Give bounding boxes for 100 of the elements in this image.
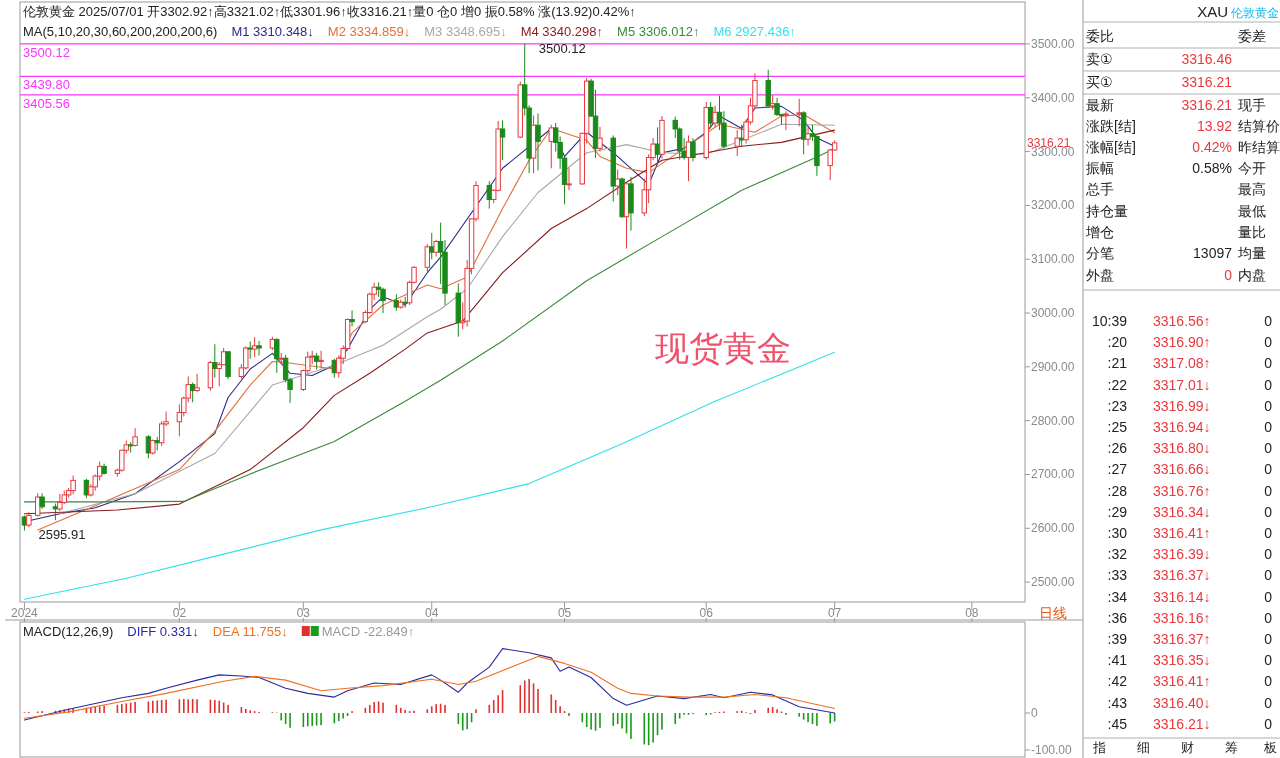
chart-title: MACD(12,26,9) — [23, 624, 114, 639]
text: 3316.40↓ — [1153, 694, 1211, 711]
text: :33 — [1107, 567, 1128, 584]
text: 昨结算 — [1238, 139, 1280, 155]
text: 3317.08↑ — [1153, 355, 1211, 372]
x-tick-label: 04 — [425, 606, 439, 620]
text: M5 3306.012↑ — [617, 24, 700, 39]
text: :34 — [1107, 588, 1128, 605]
text: 0 — [1264, 609, 1273, 626]
text: 3316.56↑ — [1153, 313, 1211, 329]
ref-line-label: 3500.12 — [23, 44, 70, 60]
text: :43 — [1107, 694, 1128, 711]
text: 最低 — [1238, 203, 1266, 219]
y-tick-label: 3000.00 — [1031, 306, 1075, 321]
text: 3316.41↑ — [1153, 673, 1211, 690]
text: 0 — [1264, 397, 1273, 414]
text: M4 3340.298↑ — [520, 24, 604, 39]
annotation: 2595.91 — [38, 527, 86, 543]
x-tick-label: 08 — [965, 606, 979, 620]
text: M2 3334.859↓ — [327, 24, 411, 39]
text: 0 — [1264, 313, 1273, 329]
text: 伦敦黄金 — [1231, 6, 1279, 20]
y-tick-label: 2900.00 — [1031, 359, 1075, 374]
text: :41 — [1107, 652, 1128, 669]
text: M1 3310.348↓ — [231, 24, 314, 39]
text: 0 — [1264, 652, 1273, 669]
y-tick-label: 2600.00 — [1031, 521, 1075, 536]
text: M6 2927.436↑ — [713, 24, 796, 39]
x-tick-label: 03 — [296, 606, 311, 620]
y-tick-label: -100.00 — [1031, 742, 1073, 757]
text: 内盘 — [1238, 267, 1266, 283]
text: 3316.90↑ — [1153, 334, 1211, 351]
text: 0 — [1264, 525, 1273, 541]
text: 细 — [1136, 740, 1150, 755]
text: 0 — [1264, 588, 1273, 605]
text: :27 — [1107, 461, 1128, 478]
text: 0 — [1264, 376, 1273, 393]
text: 0 — [1264, 631, 1273, 647]
text: 3316.37↓ — [1153, 567, 1211, 584]
y-tick-label: 3200.00 — [1031, 198, 1075, 213]
text: 3316.66↓ — [1153, 461, 1211, 478]
text: 3316.21 — [1181, 74, 1233, 90]
text: 0 — [1264, 461, 1273, 478]
text: 涨幅[结] — [1086, 139, 1136, 155]
text: 3316.14↓ — [1153, 588, 1211, 605]
y-tick-label: 2800.00 — [1031, 413, 1075, 428]
ref-line-label: 3405.56 — [23, 95, 70, 111]
annotation: 3500.12 — [538, 40, 586, 56]
text: 指 — [1091, 740, 1106, 755]
x-tick-label: 07 — [827, 606, 842, 620]
text: :39 — [1107, 631, 1128, 647]
text: :20 — [1107, 334, 1128, 351]
text: XAU — [1197, 3, 1228, 20]
text: 13097 — [1193, 245, 1233, 261]
text: 持仓量 — [1086, 203, 1128, 219]
text: 振幅 — [1086, 160, 1114, 176]
text: :32 — [1107, 546, 1128, 563]
text: 0 — [1264, 546, 1273, 563]
legend-label: MACD -22.849↑ — [321, 624, 415, 639]
text: :45 — [1107, 715, 1128, 732]
text: 现手 — [1238, 97, 1266, 113]
text: 最高 — [1238, 181, 1266, 197]
text: 筹 — [1224, 740, 1238, 755]
text: 委差 — [1238, 28, 1266, 44]
text: :28 — [1107, 482, 1128, 499]
text: :23 — [1107, 397, 1128, 414]
text: 分笔 — [1086, 245, 1114, 261]
text: 委比 — [1086, 28, 1114, 44]
text: 3316.80↓ — [1153, 440, 1211, 457]
text: MA(5,10,20,30,60,200,200,200,6) — [23, 24, 218, 39]
text: 3316.34↓ — [1153, 503, 1211, 520]
text: 3316.41↑ — [1153, 525, 1211, 541]
text: 结算价 — [1238, 118, 1280, 134]
text: DEA 11.755↓ — [212, 624, 288, 639]
text: 3316.46 — [1181, 51, 1233, 67]
text: 3316.21 — [1181, 97, 1233, 113]
text: 3316.39↓ — [1153, 546, 1211, 563]
text: 0 — [1264, 715, 1273, 732]
text: :26 — [1107, 440, 1128, 457]
text: 0.58% — [1192, 160, 1232, 176]
text: 总手 — [1085, 181, 1114, 197]
text: 0.42% — [1192, 139, 1232, 155]
text: 0 — [1264, 440, 1273, 457]
text: 0 — [1264, 419, 1273, 435]
text: 0 — [1264, 694, 1273, 711]
text: 外盘 — [1086, 267, 1114, 283]
text: 3316.21↓ — [1153, 715, 1211, 732]
y-tick-label: 3500.00 — [1031, 36, 1075, 51]
text: 日线 — [1039, 605, 1067, 621]
text: 3316.76↑ — [1153, 482, 1211, 499]
text: 3316.37↑ — [1153, 631, 1211, 647]
y-tick-label: 3100.00 — [1031, 252, 1075, 267]
text: 13.92 — [1196, 118, 1233, 134]
text: 涨跌[结] — [1086, 118, 1136, 134]
y-tick-label: 2700.00 — [1031, 467, 1075, 482]
text: :25 — [1107, 419, 1128, 435]
y-tick-label: 2500.00 — [1031, 575, 1075, 590]
text: 3316.94↓ — [1153, 419, 1211, 435]
text: 财 — [1180, 740, 1194, 755]
text: DIFF 0.331↓ — [127, 624, 199, 639]
